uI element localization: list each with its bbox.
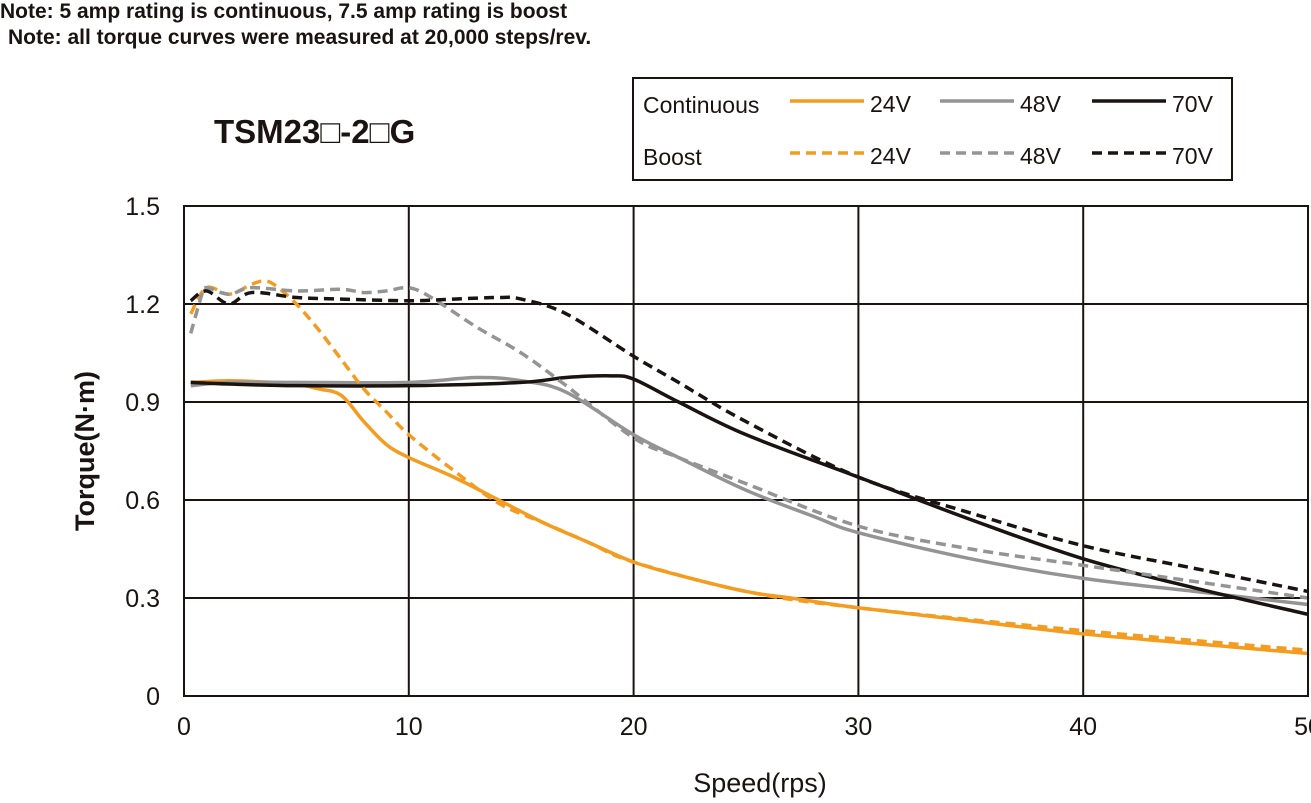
x-tick-label: 50 bbox=[1294, 713, 1311, 741]
y-tick-label: 1.5 bbox=[125, 193, 160, 221]
y-tick-label: 0 bbox=[146, 683, 160, 711]
series-line-boost-24v bbox=[189, 279, 1309, 653]
legend-label-boost-24v: 24V bbox=[870, 143, 912, 169]
legend-label-continuous-48v: 48V bbox=[1020, 91, 1062, 117]
y-axis-label: Torque(N·m) bbox=[70, 371, 100, 531]
legend-label-boost-70v: 70V bbox=[1172, 143, 1214, 169]
legend: Continuous Boost 24V 48V 70V 24V 48V 70V bbox=[632, 77, 1233, 181]
note-steps-per-rev: Note: all torque curves were measured at… bbox=[8, 26, 592, 49]
series-line-boost-70v bbox=[189, 289, 1309, 594]
legend-row-continuous: Continuous bbox=[643, 92, 759, 118]
x-tick-label: 20 bbox=[620, 713, 648, 741]
grid bbox=[183, 205, 1309, 697]
x-axis-label: Speed(rps) bbox=[693, 768, 827, 798]
legend-box bbox=[632, 77, 1233, 181]
series-line-continuous-48v bbox=[190, 375, 1309, 607]
legend-row-boost: Boost bbox=[643, 144, 702, 170]
y-tick-label: 0.9 bbox=[125, 389, 160, 417]
y-tick-label: 1.2 bbox=[125, 291, 160, 319]
x-tick-label: 10 bbox=[395, 713, 423, 741]
legend-label-boost-48v: 48V bbox=[1020, 143, 1062, 169]
y-tick-label: 0.6 bbox=[125, 487, 160, 515]
series-line-boost-48v bbox=[189, 285, 1309, 600]
tick-labels: 0 10 20 30 40 50 0 0.3 0.6 0.9 1.2 1.5 bbox=[125, 193, 1311, 741]
series-line-continuous-70v bbox=[190, 374, 1309, 617]
legend-label-continuous-24v: 24V bbox=[870, 91, 912, 117]
plot-frame bbox=[183, 205, 1309, 697]
series-lines bbox=[189, 279, 1309, 656]
y-tick-label: 0.3 bbox=[125, 585, 160, 613]
chart-title: TSM23□-2□G bbox=[214, 113, 415, 150]
x-tick-label: 40 bbox=[1069, 713, 1097, 741]
note-continuous-boost: Note: 5 amp rating is continuous, 7.5 am… bbox=[0, 0, 568, 23]
x-tick-label: 30 bbox=[844, 713, 872, 741]
legend-label-continuous-70v: 70V bbox=[1172, 91, 1214, 117]
x-tick-label: 0 bbox=[177, 713, 191, 741]
